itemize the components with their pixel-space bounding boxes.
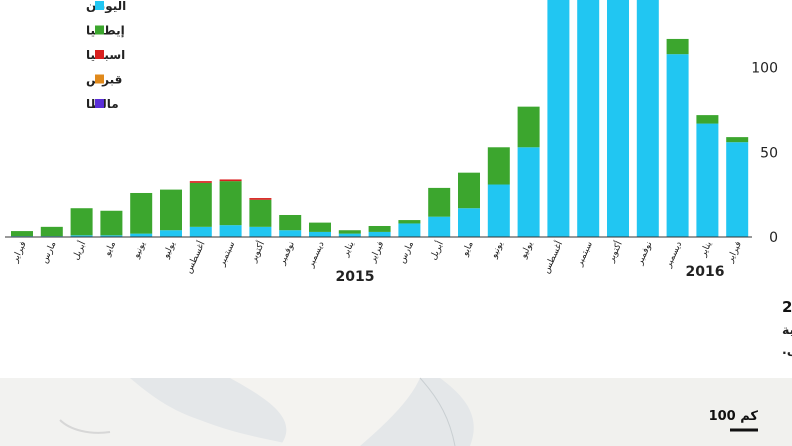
bar-segment xyxy=(458,208,480,237)
bar-segment xyxy=(160,230,182,237)
y-tick-label: 0 xyxy=(769,230,778,246)
bar-segment xyxy=(249,199,272,227)
bar-segment xyxy=(696,115,719,124)
bar-segment xyxy=(428,216,451,237)
bar-segment xyxy=(607,0,629,238)
bar-segment xyxy=(279,214,302,231)
x-tick-label: نوفمبر xyxy=(277,240,297,267)
bar-segment xyxy=(11,231,33,237)
bar-segment xyxy=(279,230,302,237)
bar-segment xyxy=(100,210,123,236)
bar-segment xyxy=(368,225,391,232)
bar-segment xyxy=(40,226,63,237)
x-tick-label: يناير xyxy=(341,240,357,260)
bar-segment xyxy=(309,222,331,232)
x-tick-label: أغسطس xyxy=(540,239,565,275)
y-tick-label: 100 xyxy=(751,61,778,77)
x-tick-label: يوليو xyxy=(519,240,536,261)
legend-swatch xyxy=(95,25,104,35)
bar-segment xyxy=(517,147,540,237)
x-tick-label: يوليو xyxy=(161,240,178,261)
bar-segment xyxy=(249,226,272,237)
x-tick-label: نوفمبر xyxy=(635,240,655,267)
year-label: 2016 xyxy=(686,264,725,280)
bar-segment xyxy=(219,181,242,226)
bar-segment xyxy=(100,235,123,237)
bar-segment xyxy=(189,181,212,183)
x-tick-label: يناير xyxy=(698,240,714,260)
x-tick-label: مارس xyxy=(397,240,416,265)
legend-label: إيطاليا xyxy=(86,24,125,38)
x-tick-label: يونيو xyxy=(489,240,506,261)
x-tick-label: فبراير xyxy=(10,240,29,265)
y-tick-label: 50 xyxy=(760,145,778,161)
x-tick-label: سبتمبر xyxy=(217,240,237,269)
x-tick-label: مارس xyxy=(40,240,59,265)
year-label: 2015 xyxy=(336,269,375,285)
legend-swatch xyxy=(95,1,104,10)
map-scale: 100 كم xyxy=(709,409,759,424)
x-tick-label: أكتوبر xyxy=(604,239,624,265)
bar-segment xyxy=(726,142,749,237)
x-tick-label: سبتمبر xyxy=(575,240,595,269)
bar-segment xyxy=(487,147,510,185)
x-tick-label: أكتوبر xyxy=(247,239,267,265)
legend-swatch xyxy=(95,74,104,84)
bar-segment xyxy=(160,189,182,231)
bar-segment xyxy=(249,198,272,200)
bar-segment xyxy=(726,137,749,143)
legend-swatch xyxy=(95,50,104,59)
bar-segment xyxy=(219,225,242,237)
legend-label: قبرص xyxy=(86,73,122,87)
bar-segment xyxy=(189,226,212,237)
x-tick-label: فبراير xyxy=(725,240,744,265)
bar-segment xyxy=(666,38,689,55)
bar-segment xyxy=(189,182,212,227)
bar-segment xyxy=(428,187,451,217)
legend-label: اسبانيا xyxy=(86,48,125,62)
bar-segment xyxy=(338,233,361,237)
bar-segment xyxy=(666,54,689,237)
bar-segment xyxy=(368,231,391,237)
bar-segment xyxy=(517,106,540,148)
bar-segment xyxy=(130,233,153,237)
caption-line: للاتحاد الأوروبي ويواصلون رحلتهم إلى بلد… xyxy=(782,342,792,357)
x-tick-label: أبريل xyxy=(427,239,446,262)
plot xyxy=(11,0,749,238)
bar-segment xyxy=(70,235,93,237)
bar-segment xyxy=(577,0,600,238)
legend-label: اليونان xyxy=(86,0,126,14)
bar-segment xyxy=(458,172,480,209)
bar-segment xyxy=(398,220,421,224)
legend-swatch xyxy=(95,99,104,108)
bar-segment xyxy=(696,123,719,237)
x-tick-label: مايو xyxy=(102,240,118,259)
map: 100 كم xyxy=(0,377,792,446)
x-tick-label: يونيو xyxy=(131,240,148,261)
x-tick-label: أبريل xyxy=(69,239,88,262)
bar-segment xyxy=(219,179,242,182)
bar-segment xyxy=(309,231,331,237)
bar-segment xyxy=(338,230,361,234)
bar-segment xyxy=(487,184,510,237)
x-tick-label: ديسمبر xyxy=(306,240,327,270)
caption-line: يصل جميع اللاجئين والمهاجرين تقريبا وهم … xyxy=(782,321,792,337)
bar-segment xyxy=(70,208,93,236)
bar-segment xyxy=(547,0,570,237)
caption-title: أعداد الذين وصلوا بحرا في عام 2016 xyxy=(782,297,792,316)
x-tick-label: ديسمبر xyxy=(663,240,684,270)
bar-segment xyxy=(398,223,421,237)
x-tick-label: أغسطس xyxy=(182,239,207,275)
x-tick-label: مايو xyxy=(460,240,476,259)
x-tick-label: فبراير xyxy=(368,240,387,265)
bar-segment xyxy=(636,0,659,237)
bar-segment xyxy=(130,192,153,234)
